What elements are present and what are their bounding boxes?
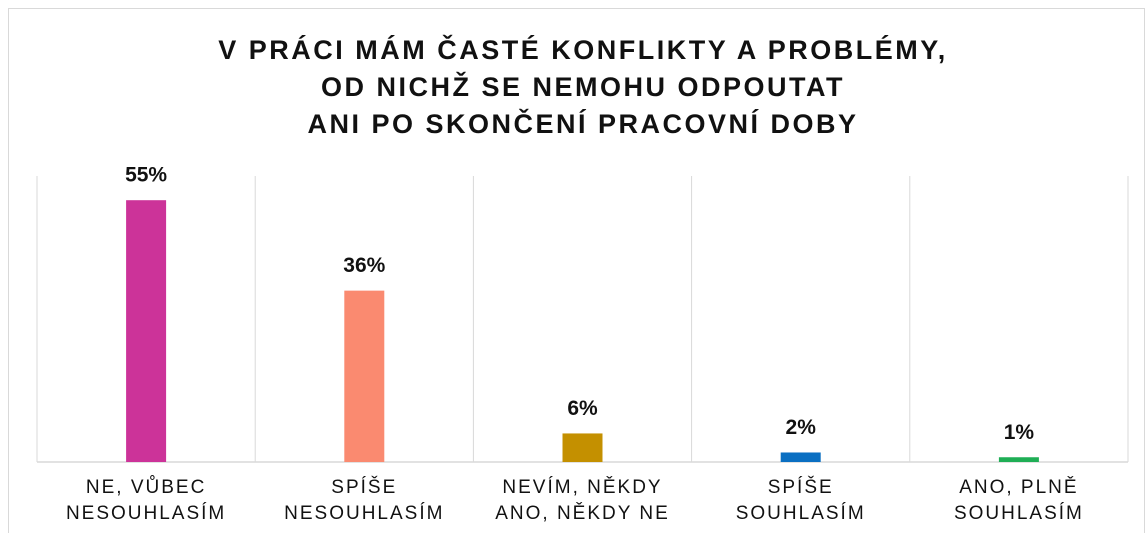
frame: [8, 8, 1145, 533]
x-tick-label: ANO, PLNĚ: [959, 476, 1078, 498]
bar: [998, 457, 1039, 462]
value-label: 36%: [343, 254, 385, 277]
x-tick-label: SOUHLASÍM: [736, 503, 866, 524]
value-label: 55%: [125, 164, 167, 187]
chart-title: V PRÁCI MÁM ČASTÉ KONFLIKTY A PROBLÉMY,: [218, 34, 948, 65]
bar: [780, 452, 821, 462]
x-tick-label: SOUHLASÍM: [954, 503, 1084, 524]
bar: [344, 290, 385, 462]
x-tick-label: SPÍŠE: [768, 476, 834, 498]
value-label: 1%: [1004, 421, 1035, 444]
bar: [562, 433, 603, 462]
x-tick-label: ANO, NĚKDY NE: [495, 502, 670, 524]
bar: [126, 200, 167, 462]
value-label: 6%: [567, 397, 598, 420]
x-tick-label: NEVÍM, NĚKDY: [502, 476, 662, 498]
x-tick-label: NESOUHLASÍM: [66, 503, 226, 524]
x-tick-label: NE, VŮBEC: [86, 476, 206, 498]
value-label: 2%: [786, 416, 817, 439]
x-tick-label: NESOUHLASÍM: [284, 503, 444, 524]
chart-title: ANI PO SKONČENÍ PRACOVNÍ DOBY: [307, 108, 858, 139]
chart-title: OD NICHŽ SE NEMOHU ODPOUTAT: [321, 71, 845, 102]
x-tick-label: SPÍŠE: [331, 476, 397, 498]
